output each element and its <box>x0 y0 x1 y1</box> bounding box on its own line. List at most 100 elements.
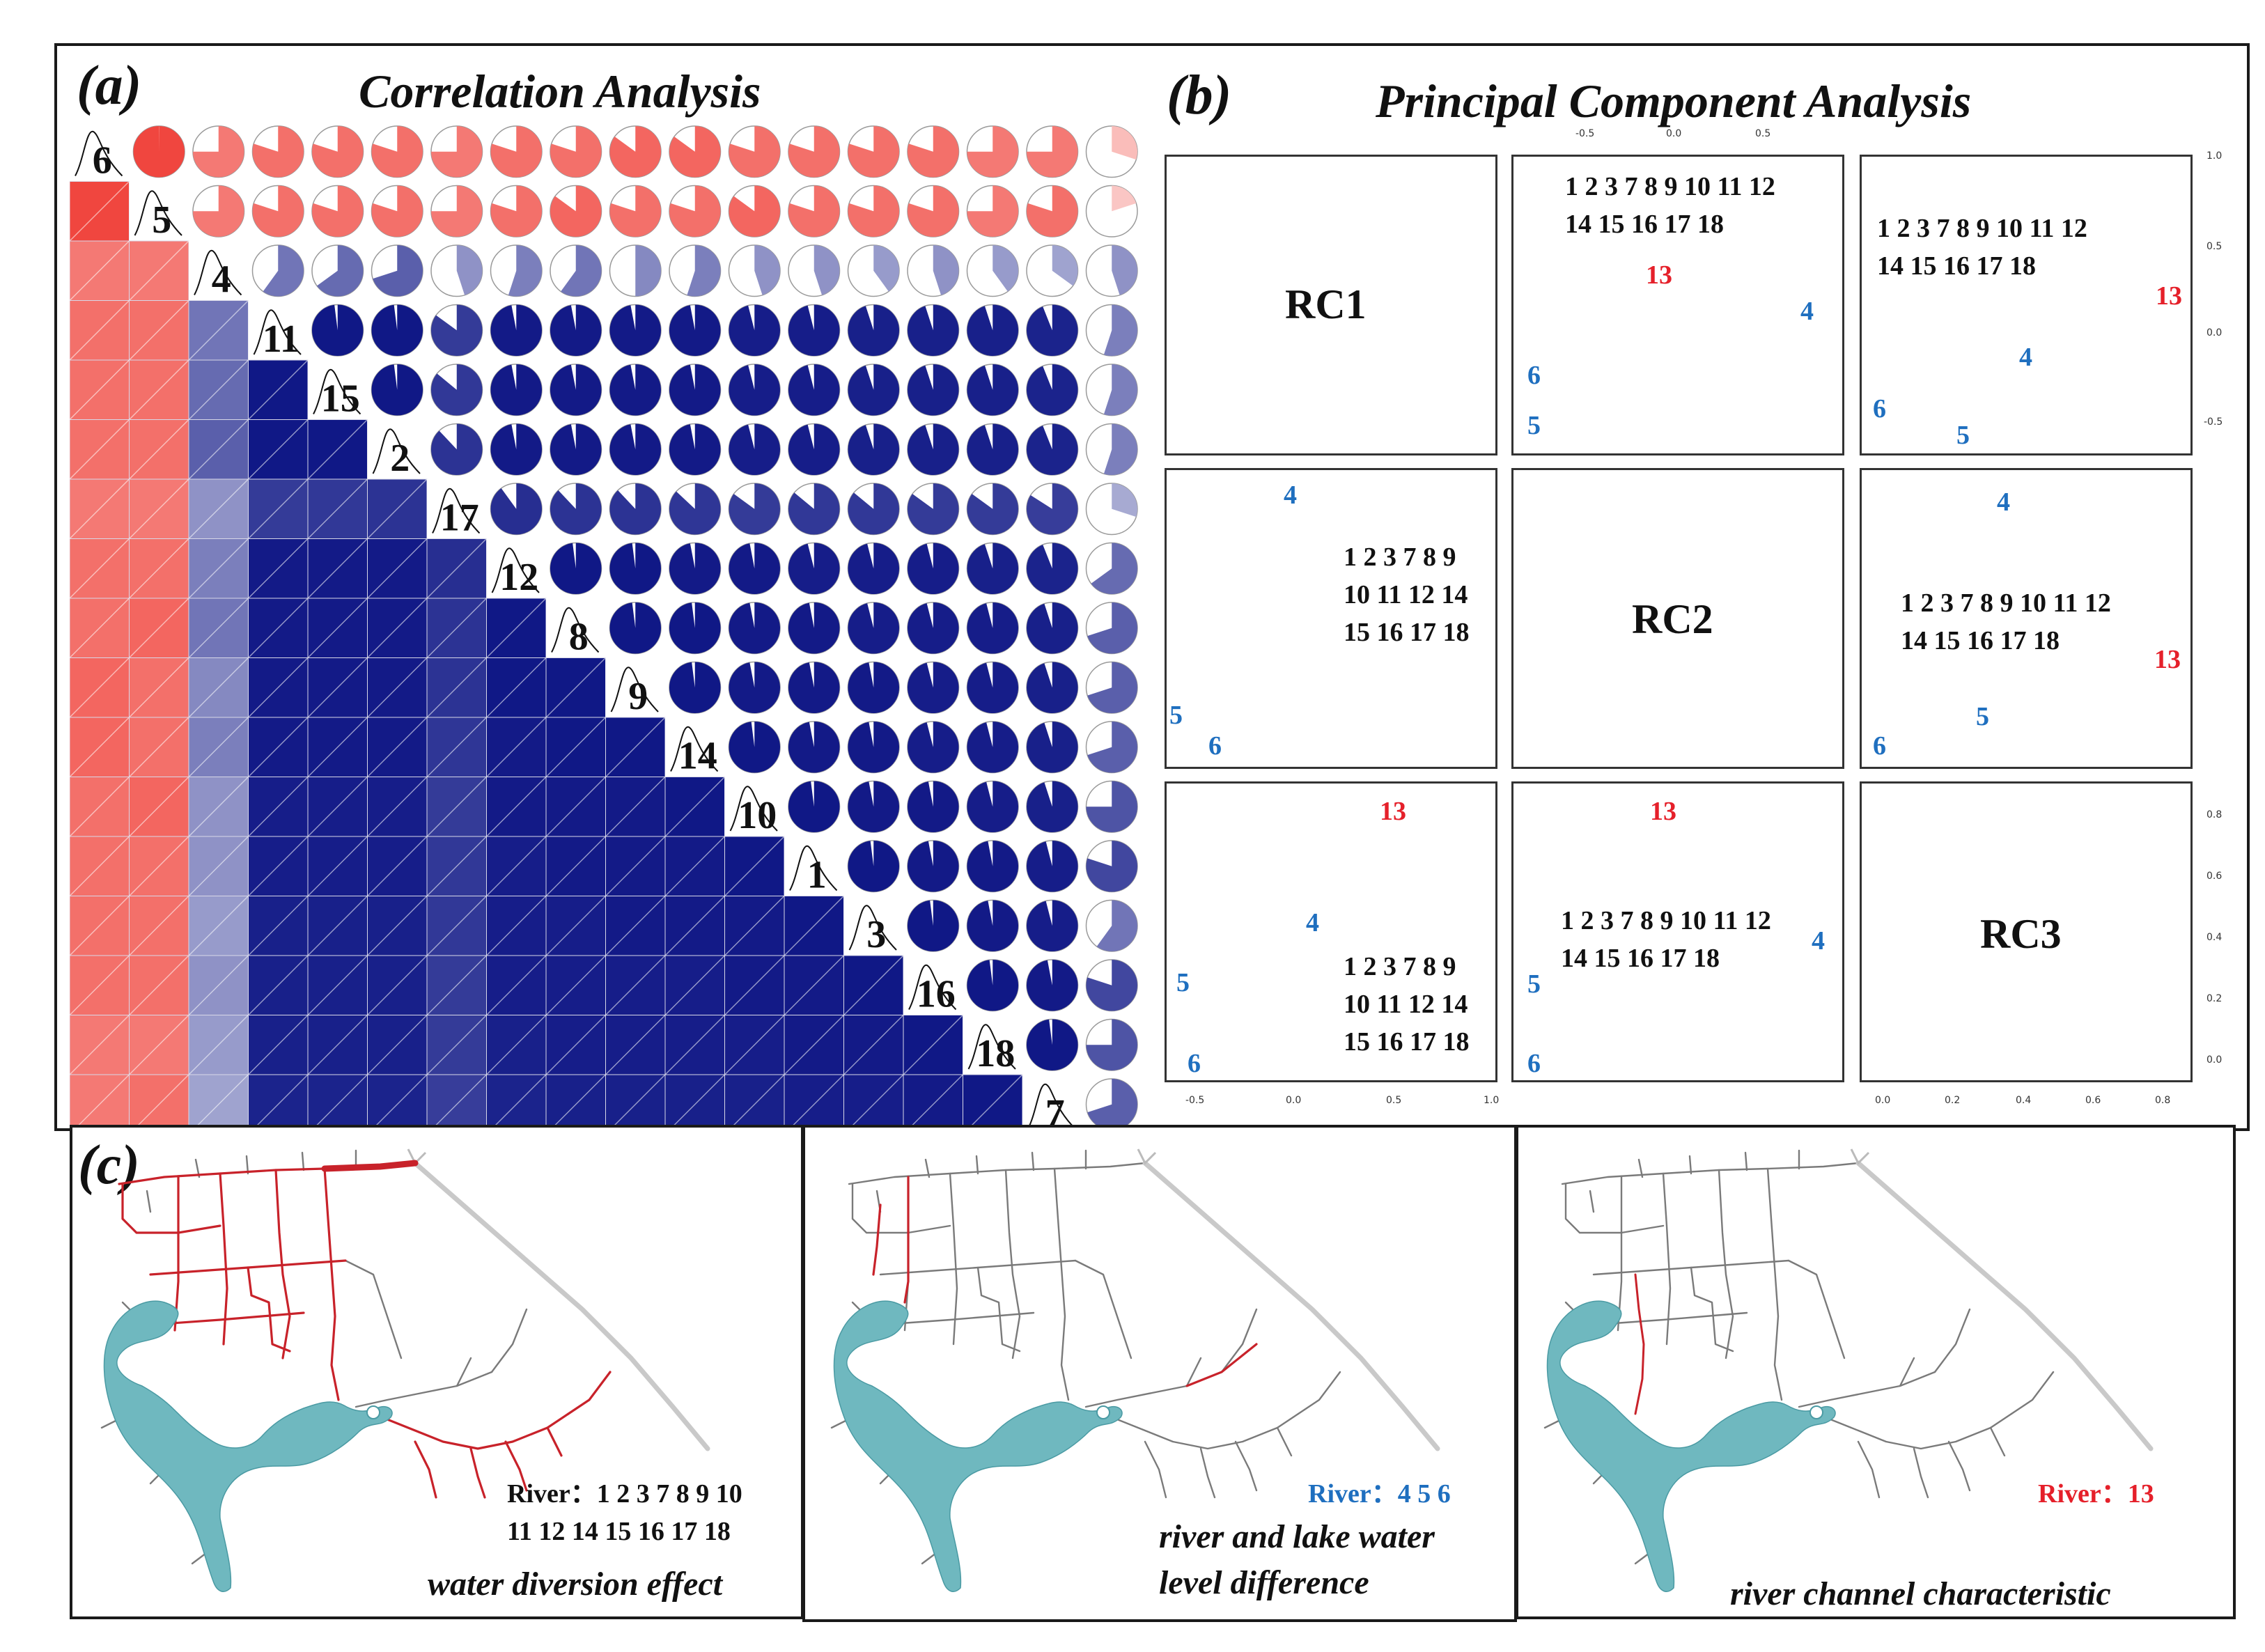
corr-pie-11-2 <box>371 304 423 357</box>
corr-pie-16-13 <box>1085 959 1138 1012</box>
river-network <box>1543 1148 2154 1565</box>
corr-square-1-10 <box>724 836 785 896</box>
corr-pie-17-14 <box>669 483 722 536</box>
point-5: 5 <box>1956 421 1970 450</box>
corr-diag-11: 11 <box>248 300 308 361</box>
corr-square-4-6 <box>70 240 130 301</box>
corr-pie-4-1 <box>788 244 841 297</box>
corr-pie-5-2 <box>371 185 423 237</box>
lake-islet <box>1809 1405 1823 1419</box>
corr-pie-15-2 <box>371 364 423 416</box>
corr-pie-2-3 <box>847 423 900 476</box>
corr-square-1-5 <box>129 836 189 896</box>
corr-pie-8-16 <box>907 602 960 655</box>
tick: 0.0 <box>1875 1095 1891 1106</box>
tick: 0.0 <box>2206 327 2223 338</box>
corr-square-3-15 <box>307 896 368 956</box>
panel-a-label: (a) <box>77 55 142 116</box>
corr-square-1-11 <box>248 836 309 896</box>
corr-pie-12-7 <box>1026 542 1079 595</box>
variable-label: 10 <box>738 794 777 837</box>
point-6: 6 <box>1527 1049 1541 1078</box>
corr-square-17-2 <box>367 478 428 539</box>
group-a-label: 1 2 3 7 8 9 10 11 12 14 15 16 17 18 <box>1344 952 1470 1057</box>
lake <box>833 1300 1123 1592</box>
corr-pie-11-17 <box>430 304 483 357</box>
corr-square-10-8 <box>545 777 606 837</box>
corr-pie-11-14 <box>669 304 722 357</box>
correlation-matrix: 654111521712891410131618713 <box>70 122 1138 1132</box>
corr-square-15-11 <box>248 359 309 420</box>
corr-pie-12-9 <box>609 542 662 595</box>
lake <box>1546 1300 1836 1592</box>
corr-square-10-2 <box>367 777 428 837</box>
panel-a-title: Correlation Analysis <box>359 65 761 118</box>
point-13: 13 <box>2156 281 2182 311</box>
corr-square-15-4 <box>188 359 249 420</box>
corr-pie-9-18 <box>966 661 1019 714</box>
corr-square-7-5 <box>129 1074 189 1132</box>
pca-cell-r1c2: 1 2 3 7 8 9 10 11 12 14 15 16 17 18 13 4 … <box>1511 155 1844 455</box>
tick: 0.2 <box>1945 1095 1961 1106</box>
pca-cell-r2c3: 4 1 2 3 7 8 9 10 11 12 14 15 16 17 18 13 … <box>1860 468 2193 769</box>
point-5: 5 <box>1176 968 1190 997</box>
tick: 0.0 <box>1286 1095 1302 1106</box>
corr-pie-6-17 <box>430 125 483 178</box>
corr-square-14-15 <box>307 717 368 777</box>
corr-square-17-15 <box>307 478 368 539</box>
corr-square-3-5 <box>129 896 189 956</box>
corr-pie-6-4 <box>192 125 245 178</box>
corr-pie-7-13 <box>1085 1078 1138 1131</box>
corr-square-7-9 <box>605 1074 666 1132</box>
corr-pie-4-11 <box>251 244 304 297</box>
corr-square-1-4 <box>188 836 249 896</box>
corr-pie-10-3 <box>847 780 900 833</box>
corr-pie-11-12 <box>490 304 543 357</box>
corr-pie-15-13 <box>1085 364 1138 416</box>
variable-label: 17 <box>440 497 479 540</box>
corr-pie-6-16 <box>907 125 960 178</box>
pca-cell-r2c1: 4 1 2 3 7 8 9 10 11 12 14 15 16 17 18 5 6 <box>1165 468 1497 769</box>
corr-square-3-2 <box>367 896 428 956</box>
corr-square-10-14 <box>664 777 725 837</box>
corr-square-7-10 <box>724 1074 785 1132</box>
corr-pie-12-18 <box>966 542 1019 595</box>
point-13: 13 <box>1380 797 1406 826</box>
corr-pie-11-15 <box>311 304 364 357</box>
corr-square-12-2 <box>367 538 428 599</box>
corr-pie-6-14 <box>669 125 722 178</box>
group-a-label: 1 2 3 7 8 9 10 11 12 14 15 16 17 18 <box>1901 589 2111 655</box>
corr-square-9-11 <box>248 657 309 718</box>
corr-pie-6-3 <box>847 125 900 178</box>
corr-square-18-6 <box>70 1015 130 1075</box>
corr-pie-5-13 <box>1085 185 1138 237</box>
corr-diag-6: 6 <box>70 122 130 182</box>
group-a-label: 1 2 3 7 8 9 10 11 12 14 15 16 17 18 <box>1561 906 1771 973</box>
corr-pie-6-13 <box>1085 125 1138 178</box>
corr-square-1-9 <box>605 836 666 896</box>
corr-square-1-14 <box>664 836 725 896</box>
group-a-label: 1 2 3 7 8 9 10 11 12 14 15 16 17 18 <box>1344 543 1470 647</box>
point-5: 5 <box>1527 411 1541 440</box>
corr-pie-8-3 <box>847 602 900 655</box>
corr-diag-8: 8 <box>546 598 606 659</box>
corr-pie-15-17 <box>430 364 483 416</box>
corr-square-9-12 <box>486 657 547 718</box>
corr-pie-12-3 <box>847 542 900 595</box>
map-panel-3 <box>1516 1125 2236 1619</box>
corr-square-3-10 <box>724 896 785 956</box>
corr-square-3-1 <box>784 896 844 956</box>
corr-square-3-8 <box>545 896 606 956</box>
corr-square-17-6 <box>70 478 130 539</box>
variable-label: 4 <box>212 258 231 302</box>
tick: -0.5 <box>1575 128 1595 139</box>
point-6: 6 <box>1208 731 1222 761</box>
corr-square-18-2 <box>367 1015 428 1075</box>
corr-square-18-10 <box>724 1015 785 1075</box>
corr-square-8-17 <box>426 598 487 658</box>
corr-square-3-6 <box>70 896 130 956</box>
corr-pie-12-8 <box>550 542 602 595</box>
corr-square-10-11 <box>248 777 309 837</box>
tick: 0.0 <box>2206 1054 2223 1066</box>
corr-pie-12-13 <box>1085 542 1138 595</box>
